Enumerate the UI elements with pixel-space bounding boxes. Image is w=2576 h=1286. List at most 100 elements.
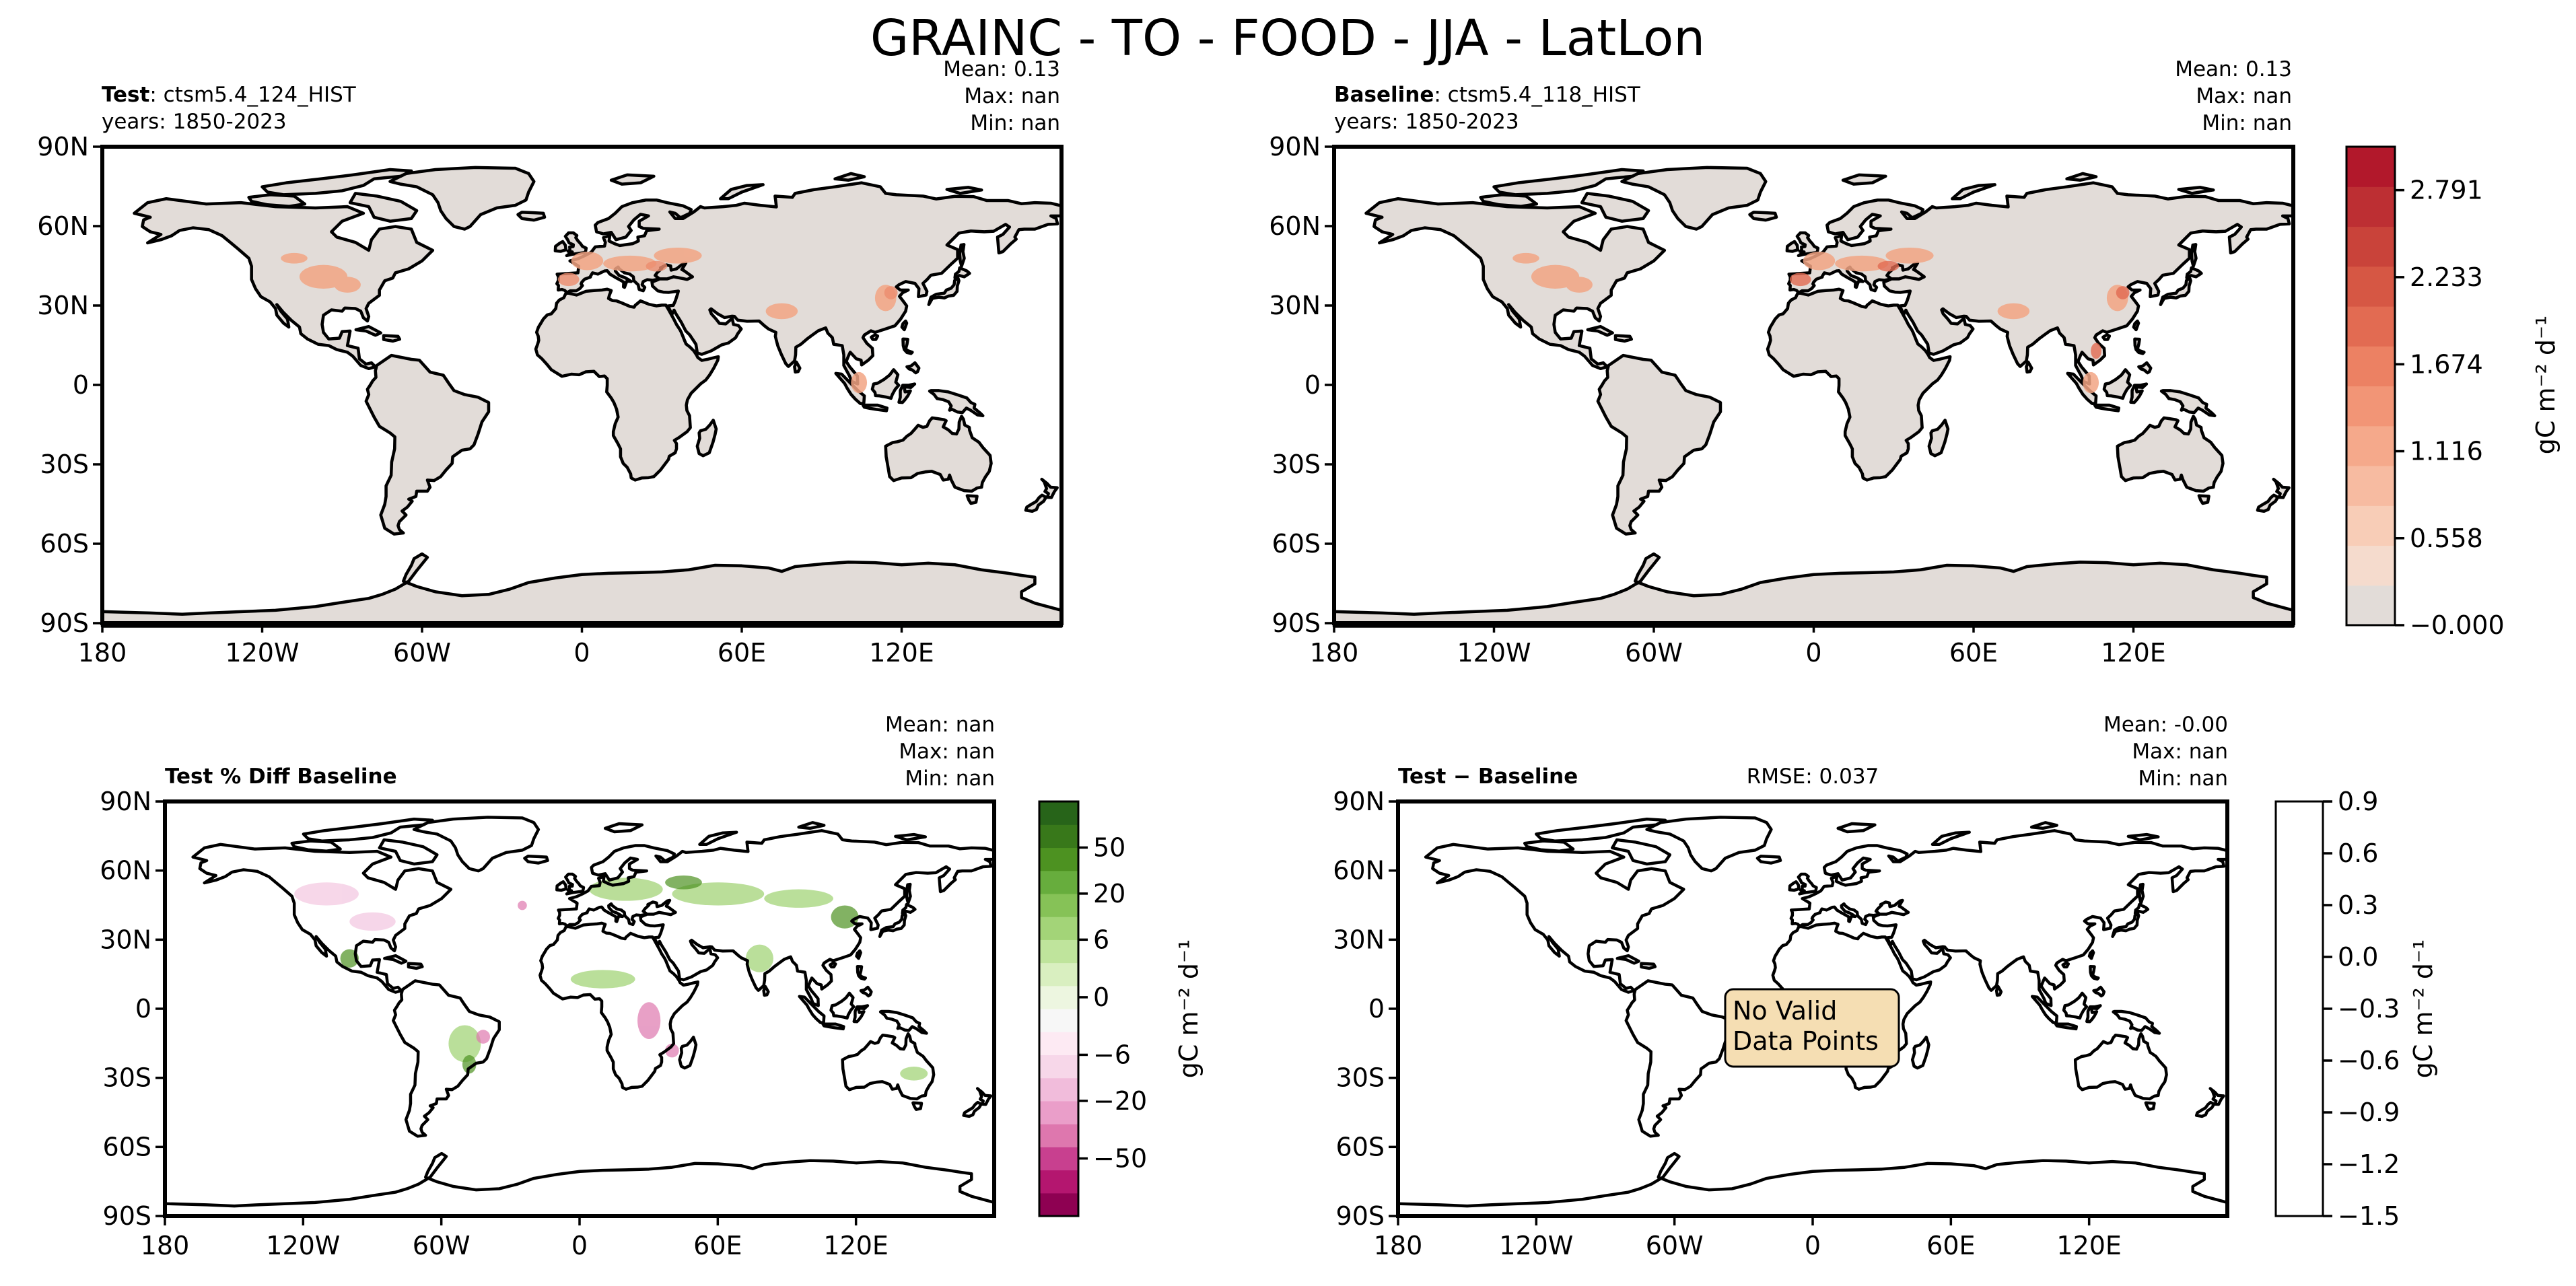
colorbar-tick-label: 0.3 — [2338, 890, 2378, 920]
no-valid-data-line1: No Valid — [1733, 996, 1837, 1026]
lat-tick-label: 60S — [40, 529, 89, 559]
colorbar-segment — [1039, 1100, 1078, 1124]
lat-tick-label: 90N — [37, 132, 89, 162]
lat-tick-label: 60S — [1336, 1132, 1385, 1162]
colorbar-segment — [2346, 306, 2395, 347]
colorbar-segment — [1039, 985, 1078, 1009]
colorbar-segment — [1039, 1170, 1078, 1194]
panel-baseline-label: Baseline: ctsm5.4_118_HIST — [1334, 83, 1641, 107]
colorbar-segment — [2346, 585, 2395, 626]
lat-tick-label: 30S — [103, 1063, 151, 1093]
lon-tick-label: 120W — [1499, 1231, 1573, 1260]
colorbar-segment — [1039, 1032, 1078, 1056]
panel-pctdiff-label: Test % Diff Baseline — [165, 764, 397, 789]
colorbar-tick-label: −50 — [1093, 1143, 1147, 1173]
colorbar-difference: 0.9 0.6 0.3 0.0 −0.3 −0.6 −0.9 −1.2 −1.5 — [2274, 787, 2400, 1231]
lon-tick-label: 120E — [2101, 638, 2166, 668]
colorbar-segment — [1039, 893, 1078, 917]
colorbar-segment — [1039, 1147, 1078, 1171]
colorbar-segment — [2346, 147, 2395, 187]
panel-baseline-years: years: 1850-2023 — [1334, 110, 1519, 134]
lat-tick-label: 60N — [1269, 211, 1321, 241]
no-valid-data-box: No Valid Data Points — [1724, 988, 1900, 1068]
lon-tick-label: 60W — [413, 1231, 471, 1260]
colorbar-segment — [2276, 801, 2323, 1217]
lon-tick-label: 180 — [78, 638, 127, 668]
colorbar-percent: 50 20 6 0 −6 −20 −50 — [1038, 800, 1147, 1217]
panel-pctdiff-min: Min: nan — [905, 766, 995, 791]
lon-tick-label: 60W — [393, 638, 451, 668]
lat-tick-label: 0 — [1368, 994, 1385, 1024]
colorbar-tick-label: −0.000 — [2410, 610, 2505, 640]
colorbar-tick-label: 6 — [1093, 925, 1109, 954]
colorbar-tick-label: 0.0 — [2338, 942, 2378, 972]
lat-tick-label: 90S — [1272, 608, 1321, 638]
colorbar-segment — [1039, 1192, 1078, 1217]
lon-tick-label: 60E — [1926, 1231, 1975, 1260]
lon-tick-label: 180 — [1310, 638, 1359, 668]
lon-tick-label: 120E — [869, 638, 934, 668]
lat-tick-label: 30N — [37, 291, 89, 320]
lon-tick-label: 120W — [225, 638, 299, 668]
panel-test: Test: ctsm5.4_124_HIST years: 1850-2023 … — [100, 57, 1064, 627]
colorbar-absolute: 2.791 2.233 1.674 1.116 0.558 −0.000 — [2345, 145, 2505, 640]
colorbar-frame — [1038, 800, 1080, 1217]
colorbar-segment — [2346, 386, 2395, 427]
colorbar-tick-label: 2.791 — [2410, 176, 2483, 205]
panel-baseline-min: Min: nan — [2202, 111, 2292, 135]
panel-diff-max: Max: nan — [2132, 740, 2228, 764]
lat-tick-label: 90N — [100, 787, 151, 816]
panel-diff-label: Test − Baseline — [1398, 764, 1578, 789]
lat-tick-label: 0 — [135, 994, 151, 1024]
figure-title: GRAINC - TO - FOOD - JJA - LatLon — [870, 9, 1705, 67]
lon-tick-label: 120W — [1457, 638, 1531, 668]
colorbar-segment — [1039, 1009, 1078, 1032]
panel-test-min: Min: nan — [970, 111, 1060, 135]
lat-tick-label: 30S — [40, 450, 89, 479]
colorbar-tick-label: 1.674 — [2410, 349, 2483, 379]
lat-tick-label: 30N — [1333, 925, 1385, 954]
colorbar-segment — [2346, 545, 2395, 586]
lat-tick-label: 90N — [1333, 787, 1385, 816]
panel-diff-mean: Mean: -0.00 — [2103, 713, 2228, 737]
colorbar-tick-label: −0.3 — [2338, 994, 2400, 1024]
colorbar-tick-label: 0.6 — [2338, 838, 2378, 868]
panel-test-mean: Mean: 0.13 — [943, 57, 1060, 81]
colorbar-tick-label: 0.9 — [2338, 787, 2378, 816]
colorbar-segment — [2346, 266, 2395, 307]
colorbar-percent-units: gC m⁻² d⁻¹ — [1174, 939, 1204, 1079]
colorbar-segment — [1039, 1077, 1078, 1102]
colorbar-tick-label: 20 — [1093, 879, 1125, 908]
lat-tick-label: 90S — [1336, 1201, 1385, 1231]
lat-tick-label: 30N — [1269, 291, 1321, 320]
lon-tick-label: 60E — [718, 638, 766, 668]
no-valid-data-line2: Data Points — [1733, 1026, 1879, 1056]
lon-tick-label: 0 — [571, 1231, 588, 1260]
lon-tick-label: 60W — [1625, 638, 1683, 668]
lat-tick-label: 0 — [1304, 370, 1321, 400]
lon-tick-label: 0 — [1805, 1231, 1821, 1260]
lon-tick-label: 180 — [141, 1231, 190, 1260]
lon-tick-label: 120E — [2056, 1231, 2122, 1260]
lon-tick-label: 0 — [573, 638, 590, 668]
lat-tick-label: 60S — [103, 1132, 151, 1162]
lon-tick-label: 60E — [1949, 638, 1998, 668]
colorbar-difference-units: gC m⁻² d⁻¹ — [2408, 939, 2438, 1079]
panel-pctdiff-mean: Mean: nan — [885, 713, 995, 737]
panel-diff-rmse: RMSE: 0.037 — [1747, 764, 1879, 789]
lon-tick-label: 180 — [1374, 1231, 1423, 1260]
colorbar-frame — [2345, 145, 2396, 627]
colorbar-segment — [1039, 870, 1078, 894]
colorbar-tick-label: 50 — [1093, 832, 1125, 862]
panel-test-max: Max: nan — [964, 84, 1060, 108]
colorbar-tick-label: 1.116 — [2410, 437, 2483, 466]
colorbar-tick-label: 0.558 — [2410, 524, 2483, 553]
lon-tick-label: 0 — [1805, 638, 1821, 668]
panel-test-map — [102, 168, 1061, 627]
lon-tick-label: 120W — [266, 1231, 340, 1260]
lat-tick-label: 90N — [1269, 132, 1321, 162]
colorbar-segment — [1039, 847, 1078, 871]
lat-tick-label: 90S — [40, 608, 89, 638]
colorbar-segment — [1039, 917, 1078, 940]
